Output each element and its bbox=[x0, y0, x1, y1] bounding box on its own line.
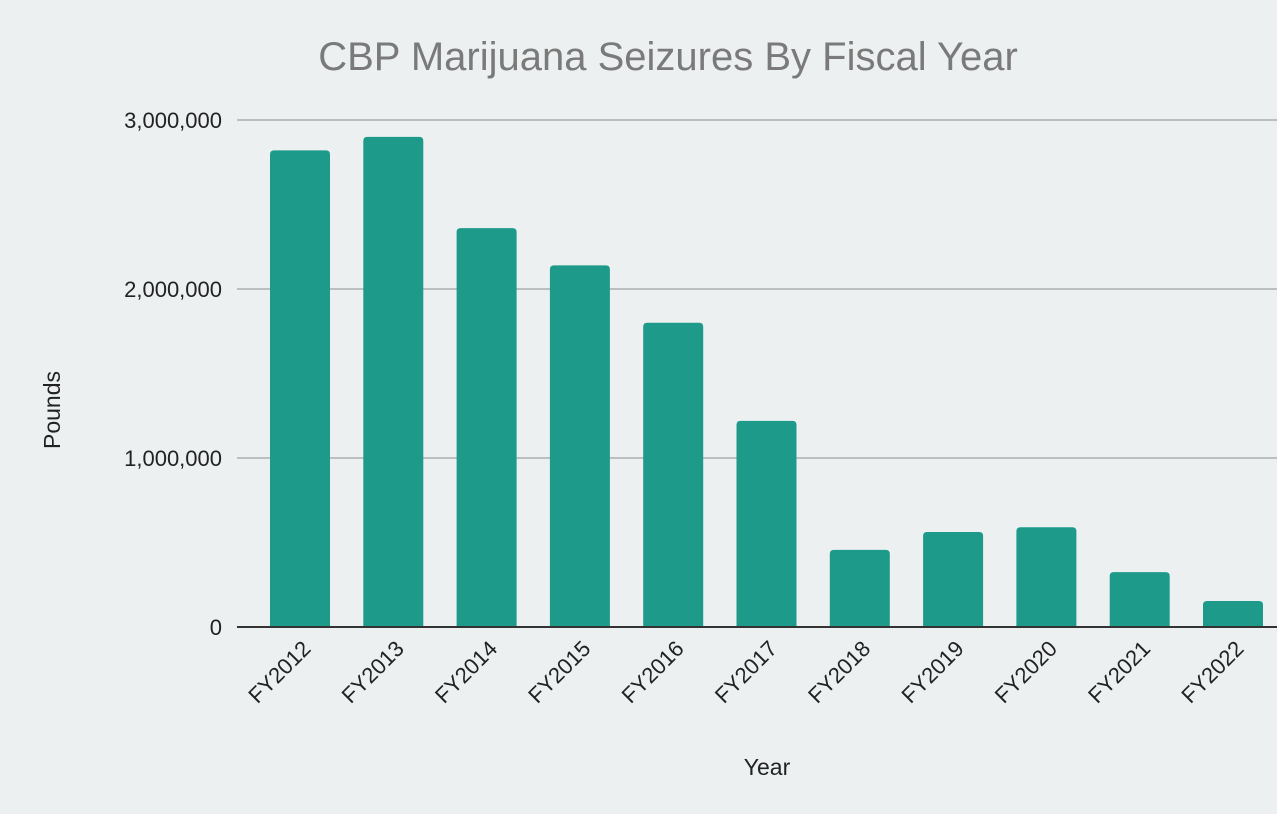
y-tick-labels: 0 1,000,000 2,000,000 3,000,000 bbox=[124, 108, 222, 640]
chart-title: CBP Marijuana Seizures By Fiscal Year bbox=[318, 35, 1018, 79]
x-tick-label: FY2021 bbox=[1083, 636, 1155, 708]
x-axis-title: Year bbox=[744, 754, 791, 780]
x-tick-label: FY2020 bbox=[990, 636, 1062, 708]
bar-fy2018 bbox=[829, 549, 890, 627]
x-tick-label: FY2014 bbox=[430, 636, 502, 708]
bar-fy2017 bbox=[736, 420, 797, 627]
bar-fy2014 bbox=[456, 228, 517, 627]
bar-fy2013 bbox=[363, 136, 424, 627]
x-tick-label: FY2012 bbox=[243, 636, 315, 708]
y-axis-title: Pounds bbox=[39, 371, 65, 449]
y-tick-label: 1,000,000 bbox=[124, 446, 222, 471]
y-tick-label: 0 bbox=[210, 615, 222, 640]
bar-fy2021 bbox=[1109, 572, 1170, 627]
bar-fy2022 bbox=[1203, 600, 1263, 627]
bar-fy2015 bbox=[549, 265, 610, 627]
x-tick-label: FY2016 bbox=[617, 636, 689, 708]
x-tick-label: FY2018 bbox=[803, 636, 875, 708]
y-tick-label: 3,000,000 bbox=[124, 108, 222, 133]
bar-fy2012 bbox=[270, 150, 330, 628]
x-tick-label: FY2015 bbox=[523, 636, 595, 708]
x-tick-label: FY2013 bbox=[337, 636, 409, 708]
bar-fy2019 bbox=[923, 532, 984, 627]
bar-fy2020 bbox=[1016, 527, 1077, 627]
x-tick-label: FY2017 bbox=[710, 636, 782, 708]
bar-fy2016 bbox=[643, 322, 704, 627]
x-tick-label: FY2019 bbox=[896, 636, 968, 708]
x-tick-labels: FY2012 FY2013 FY2014 FY2015 FY2016 FY2017 FY20… bbox=[243, 636, 1248, 708]
bars bbox=[270, 136, 1263, 628]
y-tick-label: 2,000,000 bbox=[124, 277, 222, 302]
x-tick-label: FY2022 bbox=[1176, 636, 1248, 708]
